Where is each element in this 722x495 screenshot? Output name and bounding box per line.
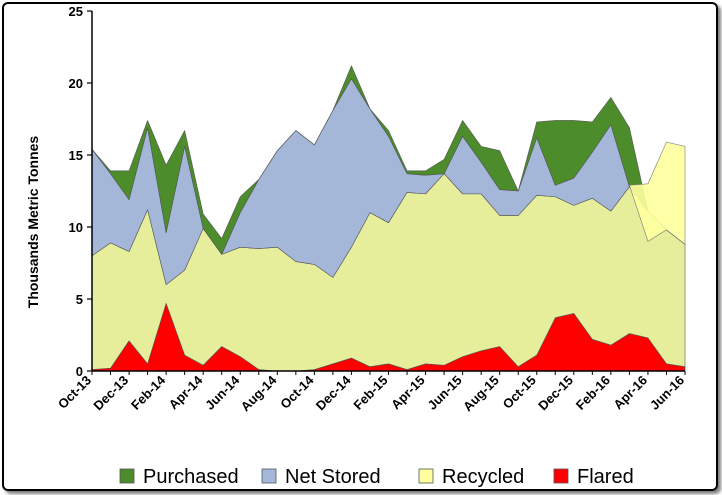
- x-tick-label: Jun-14: [202, 372, 243, 413]
- y-tick-labels: 0 5 10 15 20 25: [69, 4, 92, 379]
- plot-areas: [91, 65, 686, 372]
- x-tick-label: Jun-16: [647, 373, 687, 413]
- y-tick-label: 0: [76, 364, 83, 379]
- y-axis-label: Thousands Metric Tonnes: [25, 136, 41, 309]
- legend-label-purchased: Purchased: [143, 466, 239, 488]
- area-recycled-overlay: [629, 141, 686, 245]
- x-tick-label: Dec-14: [313, 372, 354, 413]
- x-tick-label: Feb-15: [350, 373, 390, 413]
- x-tick-label: Oct-13: [55, 373, 94, 412]
- x-tick-label: Dec-15: [535, 373, 576, 414]
- y-tick-label: 10: [69, 220, 83, 235]
- legend-label-recycled: Recycled: [442, 466, 524, 488]
- x-tick-label: Aug-15: [460, 373, 502, 415]
- y-tick-label: 15: [69, 148, 83, 163]
- y-tick-label: 25: [69, 4, 83, 19]
- x-tick-label: Feb-16: [573, 373, 613, 413]
- y-tick-label: 5: [76, 292, 83, 307]
- x-tick-labels: Oct-13Dec-13Feb-14Apr-14Jun-14Aug-14Oct-…: [55, 371, 687, 414]
- x-tick-label: Aug-14: [238, 372, 280, 414]
- x-tick-label: Oct-15: [500, 373, 539, 412]
- x-tick-label: Feb-14: [128, 372, 169, 413]
- chart-frame: [2, 2, 718, 491]
- legend-swatch-recycled: [418, 468, 434, 484]
- x-tick-label: Oct-14: [277, 372, 317, 412]
- x-tick-label: Dec-13: [90, 373, 131, 414]
- x-tick-label: Apr-16: [610, 373, 650, 413]
- legend-label-net-stored: Net Stored: [285, 466, 381, 488]
- x-tick-label: Apr-14: [166, 372, 206, 412]
- x-tick-label: Jun-15: [425, 373, 465, 413]
- legend-label-flared: Flared: [577, 466, 634, 488]
- y-tick-label: 20: [69, 76, 83, 91]
- legend: Purchased Net Stored Recycled Flared: [119, 466, 634, 488]
- x-tick-label: Apr-15: [388, 373, 428, 413]
- legend-swatch-net-stored: [261, 468, 277, 484]
- legend-swatch-purchased: [119, 468, 135, 484]
- legend-swatch-flared: [553, 468, 569, 484]
